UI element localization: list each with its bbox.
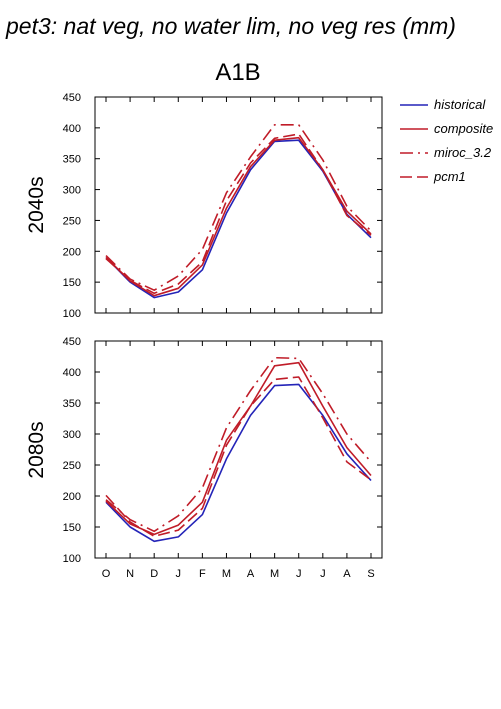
x-tick-label-11: S bbox=[367, 568, 374, 580]
series-line-historical-2080s bbox=[105, 383, 372, 543]
series-line-composite-2040s bbox=[105, 136, 372, 297]
legend-label-miroc-3-2: miroc_3.2 bbox=[434, 145, 492, 160]
y-tick-label-300-2080s: 300 bbox=[63, 429, 81, 441]
x-tick-label-0: O bbox=[102, 568, 111, 580]
series-line-pcm1-2040s bbox=[105, 133, 372, 295]
ticks-group-2040s: 100 150 200 250 300 350 400 450 bbox=[63, 92, 382, 320]
x-tick-label-3: J bbox=[176, 568, 182, 580]
series-line-pcm1-2080s bbox=[105, 376, 372, 538]
y-tick-label-100-2040s: 100 bbox=[63, 308, 81, 320]
y-tick-label-450-2040s: 450 bbox=[63, 92, 81, 104]
legend-label-pcm1: pcm1 bbox=[433, 169, 466, 184]
legend: historical composite miroc_3.2 pcm1 bbox=[400, 97, 493, 184]
x-tick-label-8: J bbox=[296, 568, 302, 580]
y-tick-label-350-2080s: 350 bbox=[63, 398, 81, 410]
panel-label-2040s: 2040s bbox=[25, 176, 48, 233]
series-group-2040s bbox=[105, 124, 372, 299]
series-line-historical-2040s bbox=[105, 139, 372, 299]
x-tick-label-2: D bbox=[150, 568, 158, 580]
plot-frame-2040s bbox=[94, 96, 383, 314]
series-line-miroc-3-2-2040s bbox=[105, 124, 372, 292]
x-tick-label-4: F bbox=[199, 568, 206, 580]
x-tick-label-6: A bbox=[247, 568, 255, 580]
series-line-composite-2080s bbox=[105, 361, 372, 536]
y-tick-label-100-2080s: 100 bbox=[63, 553, 81, 565]
y-tick-label-250-2080s: 250 bbox=[63, 460, 81, 472]
y-tick-label-200-2080s: 200 bbox=[63, 491, 81, 503]
x-tick-label-5: M bbox=[222, 568, 231, 580]
x-tick-label-9: J bbox=[320, 568, 326, 580]
y-tick-label-450-2080s: 450 bbox=[63, 336, 81, 348]
y-tick-label-150-2040s: 150 bbox=[63, 277, 81, 289]
y-tick-label-250-2040s: 250 bbox=[63, 215, 81, 227]
legend-label-composite: composite bbox=[434, 121, 493, 136]
x-tick-label-1: N bbox=[126, 568, 134, 580]
scenario-title: A1B bbox=[215, 59, 260, 86]
panel-2080s: 2080s 100 150 200 250 300 350 400 450 O N D J F M A M J J… bbox=[25, 336, 383, 580]
y-tick-label-200-2040s: 200 bbox=[63, 246, 81, 258]
y-tick-label-300-2040s: 300 bbox=[63, 185, 81, 197]
series-group-2080s bbox=[105, 356, 372, 543]
y-tick-label-400-2040s: 400 bbox=[63, 123, 81, 135]
series-line-miroc-3-2-2080s bbox=[105, 356, 372, 533]
plot-frame-2080s bbox=[94, 340, 383, 559]
x-tick-label-10: A bbox=[343, 568, 351, 580]
x-tick-label-7: M bbox=[270, 568, 279, 580]
panel-2040s: 2040s 100 150 200 250 300 350 400 450 bbox=[25, 92, 383, 320]
figure-title: pet3: nat veg, no water lim, no veg res … bbox=[5, 13, 456, 39]
y-tick-label-400-2080s: 400 bbox=[63, 367, 81, 379]
y-tick-label-150-2080s: 150 bbox=[63, 522, 81, 534]
y-tick-label-350-2040s: 350 bbox=[63, 154, 81, 166]
legend-label-historical: historical bbox=[434, 97, 486, 112]
panel-label-2080s: 2080s bbox=[25, 421, 48, 478]
ticks-group-2080s: 100 150 200 250 300 350 400 450 O N D J F M A M J J A S bbox=[63, 336, 382, 580]
